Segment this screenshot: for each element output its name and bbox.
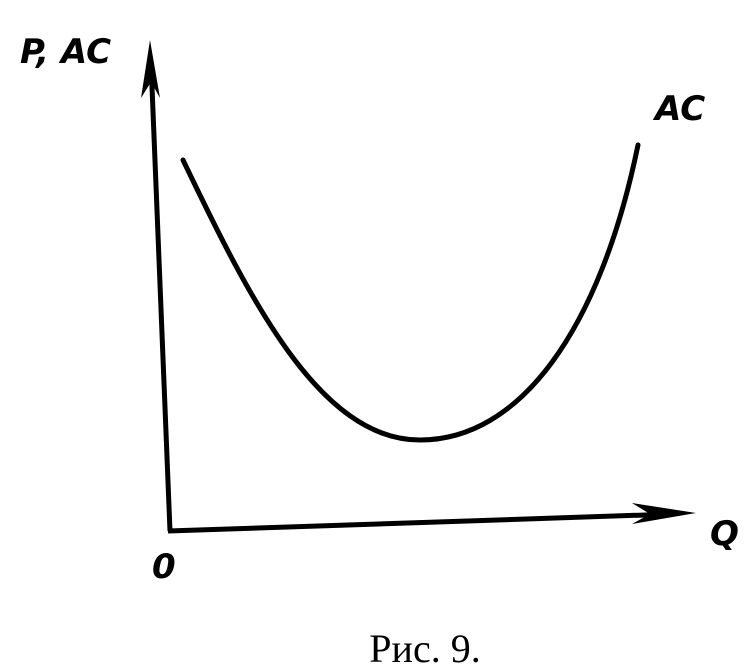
y-axis-label: P, AC xyxy=(20,32,111,72)
ac-curve xyxy=(180,142,641,443)
caption: Рис. 9. xyxy=(369,626,480,671)
x-axis-arrow xyxy=(632,503,696,524)
y-axis xyxy=(148,61,173,532)
x-axis-label: Q xyxy=(710,514,739,554)
origin-label: 0 xyxy=(152,547,176,587)
x-axis xyxy=(167,511,676,534)
curve-label: AC xyxy=(652,89,705,129)
y-axis-arrow xyxy=(141,40,160,98)
